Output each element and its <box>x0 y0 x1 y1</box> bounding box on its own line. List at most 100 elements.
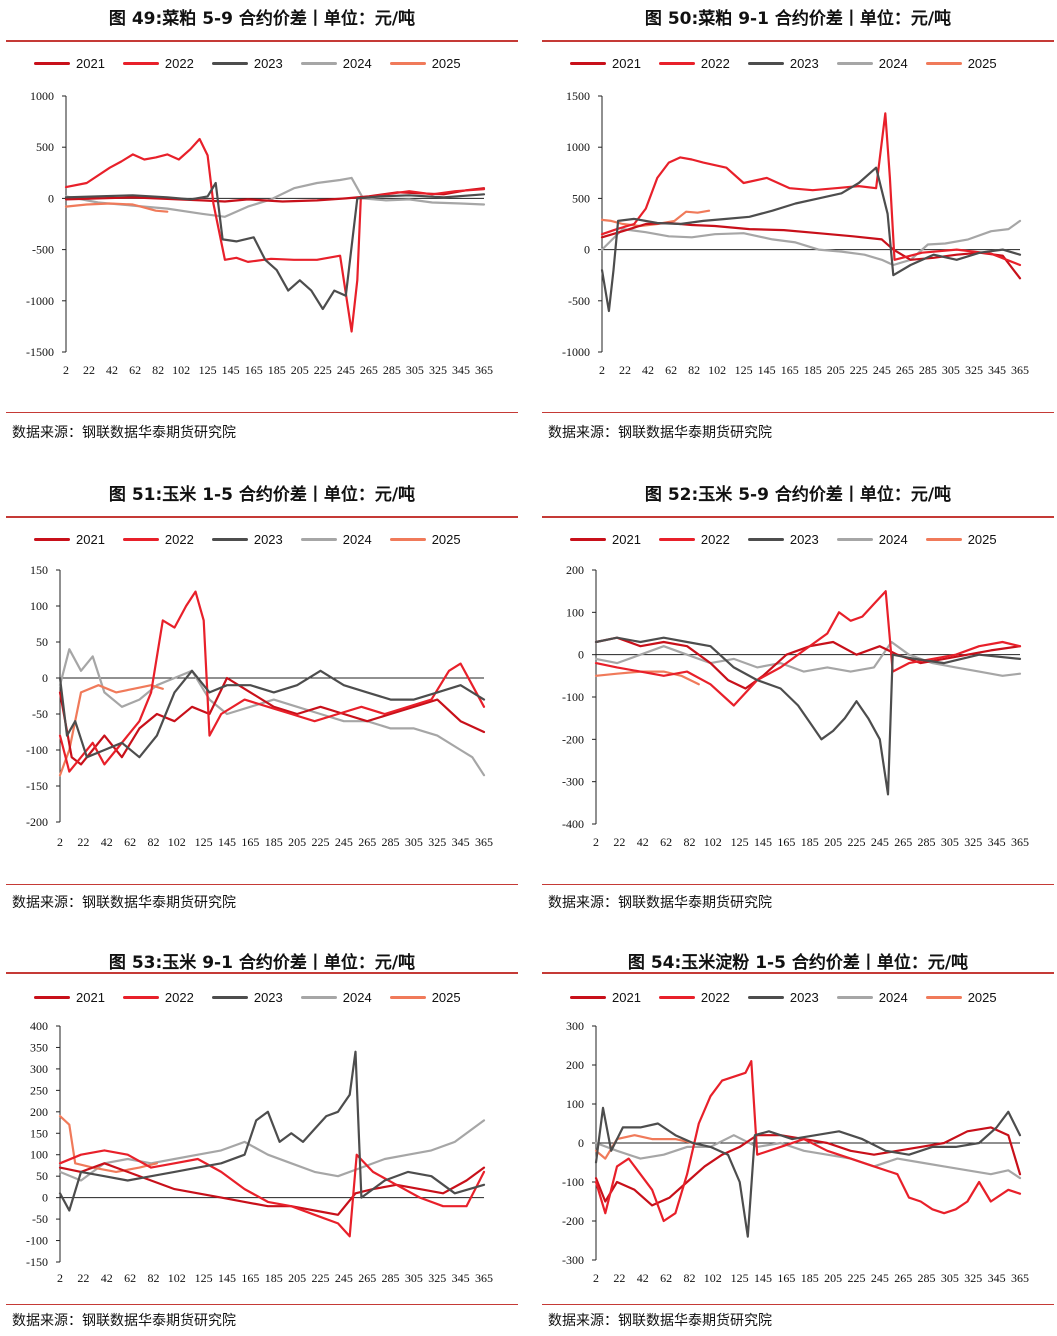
x-tick-label: 145 <box>754 835 772 849</box>
source-divider <box>6 412 518 413</box>
x-tick-label: 185 <box>804 363 822 377</box>
legend-swatch <box>570 996 606 999</box>
x-tick-label: 185 <box>265 1271 283 1285</box>
chart-title: 图 49:菜粕 5-9 合约价差丨单位：元/吨 <box>108 9 416 29</box>
x-tick-label: 22 <box>613 1271 625 1285</box>
legend-item: 2025 <box>389 56 461 71</box>
x-tick-label: 185 <box>268 363 286 377</box>
legend-swatch <box>658 996 695 999</box>
x-tick-label: 305 <box>941 1271 959 1285</box>
x-tick-label: 165 <box>777 1271 795 1285</box>
y-tick-label: 100 <box>566 1097 584 1111</box>
legend-label: 2025 <box>967 56 997 71</box>
legend-item: 2022 <box>122 56 194 71</box>
series-line-2023 <box>594 636 1022 796</box>
title-divider <box>542 40 1054 42</box>
legend-swatch <box>211 996 248 999</box>
legend: 2021 2022 2023 2024 2025 <box>34 532 479 547</box>
series-line-2022 <box>64 137 486 333</box>
legend-label: 2021 <box>76 990 105 1005</box>
source-note: 数据来源：钢联数据华泰期货研究院 <box>12 895 236 911</box>
legend-swatch <box>925 538 962 541</box>
legend-swatch <box>836 62 873 65</box>
x-tick-label: 265 <box>358 1271 376 1285</box>
x-tick-label: 125 <box>195 835 213 849</box>
y-tick-label: 150 <box>30 563 48 577</box>
x-tick-label: 82 <box>683 1271 695 1285</box>
legend-label: 2024 <box>342 56 372 71</box>
x-tick-label: 82 <box>683 835 695 849</box>
legend-item: 2025 <box>925 56 997 71</box>
source-divider <box>6 1304 518 1305</box>
x-tick-label: 145 <box>758 363 776 377</box>
legend-swatch <box>34 62 70 65</box>
legend-label: 2025 <box>431 532 461 547</box>
x-tick-label: 2 <box>57 835 63 849</box>
chart-title: 图 50:菜粕 9-1 合约价差丨单位：元/吨 <box>644 9 952 29</box>
series-line-2024 <box>58 1119 486 1182</box>
y-tick-label: 200 <box>566 1058 584 1072</box>
x-tick-label: 265 <box>894 835 912 849</box>
series-line-2022 <box>58 1149 486 1238</box>
x-tick-label: 365 <box>1011 1271 1029 1285</box>
series-line-2021 <box>58 1162 486 1216</box>
y-tick-label: 100 <box>30 599 48 613</box>
x-tick-label: 145 <box>754 1271 772 1285</box>
y-tick-label: 100 <box>566 605 584 619</box>
y-tick-label: -100 <box>562 690 584 704</box>
legend-item: 2022 <box>658 56 730 71</box>
legend-swatch <box>300 538 337 541</box>
legend-label: 2025 <box>431 56 461 71</box>
series-line-2025 <box>594 670 700 686</box>
legend: 2021 2022 2023 2024 2025 <box>34 56 479 71</box>
chart-title: 图 52:玉米 5-9 合约价差丨单位：元/吨 <box>644 485 952 505</box>
title-divider <box>6 516 518 518</box>
x-tick-label: 62 <box>129 363 141 377</box>
source-note: 数据来源：钢联数据华泰期货研究院 <box>548 1313 772 1329</box>
legend-item: 2021 <box>34 56 105 71</box>
x-tick-label: 185 <box>801 835 819 849</box>
series-line-2024 <box>64 176 486 218</box>
x-tick-label: 245 <box>871 835 889 849</box>
series-line-2023 <box>58 1050 486 1212</box>
y-tick-label: -300 <box>562 775 584 789</box>
x-tick-label: 22 <box>619 363 631 377</box>
x-tick-label: 285 <box>918 1271 936 1285</box>
x-tick-label: 2 <box>593 1271 599 1285</box>
legend-swatch <box>925 62 962 65</box>
y-tick-label: 50 <box>36 635 48 649</box>
legend-item: 2024 <box>300 990 372 1005</box>
legend-label: 2023 <box>789 990 819 1005</box>
legend-swatch <box>747 538 784 541</box>
legend-item: 2022 <box>658 532 730 547</box>
x-tick-label: 325 <box>429 363 447 377</box>
legend-item: 2023 <box>747 56 819 71</box>
x-tick-label: 42 <box>101 835 113 849</box>
legend-label: 2024 <box>878 990 908 1005</box>
legend-label: 2021 <box>612 56 641 71</box>
x-tick-label: 365 <box>1011 363 1029 377</box>
y-tick-label: 0 <box>584 243 590 257</box>
legend-swatch <box>925 996 962 999</box>
x-tick-label: 22 <box>77 1271 89 1285</box>
legend-label: 2021 <box>612 532 641 547</box>
legend-label: 2021 <box>76 532 105 547</box>
legend-label: 2022 <box>700 532 730 547</box>
y-tick-label: -500 <box>32 243 54 257</box>
x-tick-label: 225 <box>847 835 865 849</box>
x-tick-label: 265 <box>894 1271 912 1285</box>
series-line-2022 <box>600 112 1022 267</box>
legend-item: 2022 <box>122 990 194 1005</box>
legend-label: 2024 <box>342 532 372 547</box>
x-tick-label: 62 <box>660 1271 672 1285</box>
legend-swatch <box>211 62 248 65</box>
legend-item: 2023 <box>211 532 283 547</box>
legend-item: 2025 <box>389 532 461 547</box>
legend-label: 2023 <box>789 56 819 71</box>
x-tick-label: 205 <box>827 363 845 377</box>
source-note: 数据来源：钢联数据华泰期货研究院 <box>12 1313 236 1329</box>
x-tick-label: 145 <box>218 835 236 849</box>
x-tick-label: 345 <box>452 835 470 849</box>
